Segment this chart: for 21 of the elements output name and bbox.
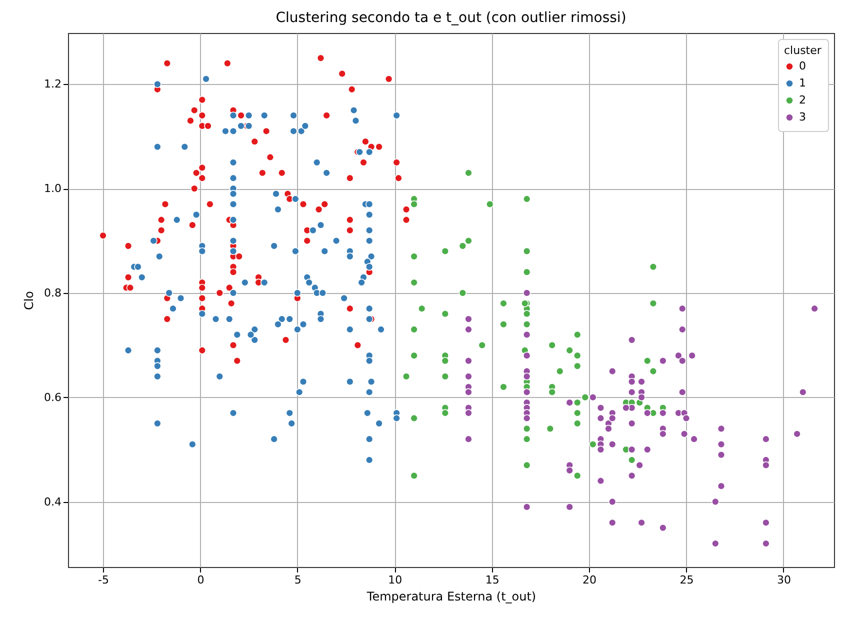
- legend-title: cluster: [784, 44, 822, 57]
- legend-label: 3: [799, 110, 806, 124]
- chart-title: Clustering secondo ta e t_out (con outlier rimossi): [276, 10, 626, 26]
- x-tick-label: 30: [776, 574, 791, 586]
- y-tick-label: 0.6: [44, 390, 62, 404]
- x-axis-title: Temperatura Esterna (t_out): [366, 590, 536, 604]
- legend-label: 0: [799, 60, 806, 72]
- x-tick-label: 25: [680, 574, 694, 586]
- y-tick-label: 1.2: [44, 78, 62, 91]
- x-tick-label: 5: [294, 574, 302, 586]
- y-tick-label: 0.4: [44, 495, 62, 508]
- x-tick-label: -5: [98, 574, 109, 586]
- x-tick-label: 15: [485, 574, 500, 586]
- y-tick-label: 1.0: [44, 182, 62, 196]
- y-tick-label: 0.8: [44, 286, 62, 300]
- x-tick-label: 20: [582, 574, 597, 586]
- x-tick-label: 0: [197, 574, 204, 586]
- legend-label: 1: [799, 76, 806, 90]
- x-tick-label: 10: [388, 574, 402, 586]
- y-axis-title: Clo: [22, 290, 36, 310]
- legend-label: 2: [799, 94, 806, 106]
